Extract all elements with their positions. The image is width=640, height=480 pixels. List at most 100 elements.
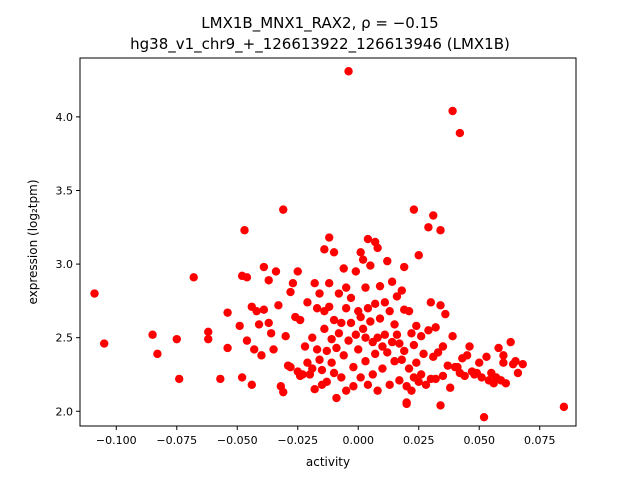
x-tick-label: 0.075 [524, 434, 556, 447]
data-point [414, 251, 423, 260]
data-point [329, 368, 339, 378]
x-tick-label: −0.025 [277, 434, 318, 447]
data-point [300, 342, 310, 351]
data-point [431, 323, 440, 332]
data-point [329, 248, 339, 257]
data-point [320, 245, 329, 254]
data-point [204, 334, 213, 344]
data-point [499, 351, 508, 360]
data-point [322, 346, 331, 356]
data-point [286, 287, 295, 297]
data-point [288, 279, 298, 288]
data-point [242, 273, 252, 282]
y-tick-label: 3.5 [56, 184, 74, 197]
data-point [424, 326, 433, 335]
data-point [315, 289, 324, 298]
data-point [412, 321, 421, 331]
data-point [240, 226, 249, 235]
x-tick-label: −0.075 [156, 434, 197, 447]
data-point [293, 267, 302, 276]
y-tick-label: 3.0 [56, 258, 74, 271]
data-point [329, 315, 339, 325]
data-point [303, 298, 312, 307]
data-point [559, 402, 569, 412]
data-point [344, 336, 353, 345]
data-point [414, 377, 423, 387]
data-point [404, 306, 414, 316]
data-point [426, 298, 436, 307]
data-point [99, 339, 109, 348]
data-point [404, 364, 414, 373]
data-point [242, 336, 252, 345]
data-point [341, 386, 351, 395]
y-tick-label: 4.0 [56, 111, 74, 124]
data-point [361, 357, 370, 366]
chart-title-line2: hg38_v1_chr9_+_126613922_126613946 (LMX1… [130, 35, 510, 53]
data-point [412, 358, 421, 367]
data-point [419, 349, 428, 359]
data-point [337, 373, 346, 382]
data-point [237, 373, 247, 382]
data-point [204, 327, 213, 336]
x-ticks: −0.100 −0.075 −0.050 −0.025 0.000 0.025 0.050 0… [96, 426, 556, 447]
data-point [315, 355, 324, 364]
y-tick-label: 2.5 [56, 332, 74, 345]
data-point [339, 264, 348, 273]
data-point [387, 337, 397, 347]
data-point [334, 289, 344, 298]
data-point [322, 377, 331, 387]
data-point [395, 339, 404, 348]
data-point [392, 330, 402, 339]
data-point [494, 343, 503, 353]
data-point [421, 380, 431, 389]
data-point [433, 348, 443, 357]
data-point [424, 223, 433, 232]
data-point [346, 318, 356, 328]
data-point [390, 357, 399, 366]
data-point [363, 234, 373, 244]
data-point [373, 386, 382, 395]
data-point [436, 301, 445, 310]
data-point [460, 371, 469, 381]
chart-title-line1: LMX1B_MNX1_RAX2, ρ = −0.15 [201, 14, 439, 32]
data-point [148, 330, 157, 339]
data-point [409, 340, 419, 350]
data-point [375, 314, 385, 323]
data-point [295, 315, 305, 325]
data-point [416, 332, 426, 341]
data-point [361, 283, 370, 292]
data-point [358, 324, 368, 334]
data-point [337, 318, 346, 328]
data-point [279, 387, 288, 397]
data-point [368, 370, 377, 379]
data-point [254, 320, 264, 329]
data-point [90, 289, 99, 298]
data-point [361, 333, 370, 342]
data-point [370, 299, 380, 309]
data-point [513, 368, 523, 378]
data-point [445, 383, 455, 392]
data-point [312, 304, 322, 313]
data-point [257, 351, 266, 360]
data-point [465, 342, 474, 351]
data-point [308, 364, 317, 373]
data-point [286, 362, 295, 372]
data-point [358, 255, 368, 264]
plot-frame [79, 57, 577, 427]
data-point [356, 312, 365, 322]
data-point [395, 376, 404, 385]
data-point [223, 343, 232, 353]
data-point [351, 330, 361, 339]
data-point [339, 351, 348, 360]
data-point [317, 365, 327, 375]
data-point [429, 211, 438, 220]
data-point [436, 401, 445, 410]
data-point [349, 382, 358, 391]
data-point [431, 374, 440, 384]
data-point [346, 293, 356, 303]
y-tick-label: 2.0 [56, 405, 74, 418]
x-tick-label: 0.050 [463, 434, 495, 447]
points-layer [90, 67, 569, 422]
data-point [259, 305, 269, 314]
